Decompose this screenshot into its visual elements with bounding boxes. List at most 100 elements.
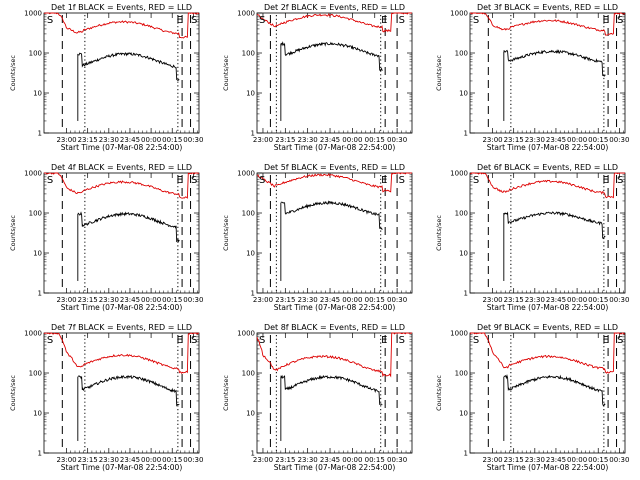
y-tick-label: 1 (464, 130, 468, 138)
x-axis-label: Start Time (07-Mar-08 22:54:00) (274, 463, 396, 472)
end-marker: E (381, 175, 387, 186)
x-tick-label: 23:00 (253, 456, 273, 464)
y-tick-label: 10 (459, 90, 468, 98)
y-tick-label: 10 (246, 250, 255, 258)
x-tick-label: 00:30 (387, 456, 407, 464)
events-series-line (280, 41, 383, 72)
x-tick-label: 00:00 (141, 136, 161, 144)
events-series-line (280, 374, 383, 406)
y-tick-label: 1 (251, 130, 255, 138)
x-tick-label: 23:15 (275, 456, 295, 464)
x-tick-label: 23:15 (275, 136, 295, 144)
lld-series-line (256, 12, 413, 33)
y-tick-label: 1 (251, 290, 255, 298)
end-marker: E (603, 335, 609, 346)
start-marker: S (399, 15, 405, 26)
lld-series-line (43, 12, 200, 39)
y-tick-label: 1000 (24, 330, 42, 338)
y-tick-label: 10 (246, 410, 255, 418)
x-tick-label: 00:30 (387, 136, 407, 144)
x-tick-label: 23:30 (298, 456, 318, 464)
x-tick-label: 00:15 (588, 456, 608, 464)
start-marker: S (473, 175, 479, 186)
start-marker: S (47, 15, 53, 26)
lld-series-line (43, 172, 200, 199)
events-series-line (503, 49, 606, 77)
lld-series-line (256, 172, 412, 193)
panel-title: Det 2f BLACK = Events, RED = LLD (264, 3, 405, 12)
x-tick-label: 00:15 (365, 296, 385, 304)
plot-frame (469, 332, 626, 454)
x-tick-label: 23:45 (120, 456, 140, 464)
end-marker: E (177, 15, 183, 26)
x-tick-label: 00:15 (588, 296, 608, 304)
x-tick-label: 23:30 (525, 136, 545, 144)
end-marker: E (603, 15, 609, 26)
x-tick-label: 23:15 (504, 136, 524, 144)
x-tick-label: 00:30 (609, 136, 629, 144)
y-tick-label: 1000 (237, 170, 255, 178)
end-marker: E (177, 175, 183, 186)
start-marker: S (191, 175, 197, 186)
y-tick-label: 10 (33, 250, 42, 258)
x-tick-label: 00:15 (365, 136, 385, 144)
x-axis-label: Start Time (07-Mar-08 22:54:00) (274, 303, 396, 312)
x-tick-label: 23:30 (298, 296, 318, 304)
panel-title: Det 5f BLACK = Events, RED = LLD (264, 163, 405, 172)
y-tick-label: 100 (455, 370, 468, 378)
x-tick-label: 23:00 (482, 136, 502, 144)
panel-det-7: Det 7f BLACK = Events, RED = LLD 1 10 100 10… (9, 323, 203, 472)
x-tick-label: 23:30 (525, 296, 545, 304)
x-tick-label: 23:15 (275, 296, 295, 304)
x-axis-label: Start Time (07-Mar-08 22:54:00) (487, 463, 609, 472)
y-tick-label: 1000 (237, 330, 255, 338)
x-tick-label: 00:30 (609, 456, 629, 464)
panel-det-9: Det 9f BLACK = Events, RED = LLD 1 10 100 10… (435, 323, 629, 472)
end-marker: E (381, 15, 387, 26)
events-series-line (503, 211, 606, 239)
y-axis-label: Counts/sec (222, 55, 230, 91)
x-tick-label: 00:00 (567, 296, 587, 304)
x-tick-label: 00:15 (162, 456, 182, 464)
lld-series-line (43, 332, 200, 375)
panel-title: Det 8f BLACK = Events, RED = LLD (264, 323, 405, 332)
y-tick-label: 100 (29, 50, 42, 58)
x-tick-label: 23:15 (78, 456, 98, 464)
x-axis-label: Start Time (07-Mar-08 22:54:00) (61, 303, 183, 312)
y-tick-label: 10 (246, 90, 255, 98)
end-marker: E (177, 335, 183, 346)
x-tick-label: 00:00 (342, 296, 362, 304)
events-series-line (280, 200, 383, 230)
y-tick-label: 100 (455, 210, 468, 218)
y-axis-label: Counts/sec (222, 215, 230, 251)
x-tick-label: 23:45 (120, 296, 140, 304)
start-marker: S (473, 15, 479, 26)
plot-frame (469, 172, 626, 294)
x-tick-label: 23:15 (78, 136, 98, 144)
y-axis-label: Counts/sec (435, 55, 443, 91)
x-tick-label: 23:00 (56, 296, 76, 304)
panel-det-3: Det 3f BLACK = Events, RED = LLD 1 10 100 10… (435, 3, 629, 152)
x-tick-label: 00:30 (609, 296, 629, 304)
start-marker: S (259, 15, 265, 26)
y-tick-label: 10 (33, 410, 42, 418)
x-tick-label: 00:15 (162, 136, 182, 144)
panel-title: Det 7f BLACK = Events, RED = LLD (51, 323, 192, 332)
x-tick-label: 00:00 (567, 456, 587, 464)
x-tick-label: 23:00 (253, 296, 273, 304)
start-marker: S (617, 15, 623, 26)
panel-det-2: Det 2f BLACK = Events, RED = LLD 1 10 100 10… (222, 3, 413, 152)
x-tick-label: 00:00 (342, 456, 362, 464)
lld-series-line (470, 12, 626, 36)
start-marker: S (47, 175, 53, 186)
end-marker: E (381, 335, 387, 346)
y-tick-label: 1 (464, 290, 468, 298)
y-tick-label: 100 (242, 50, 255, 58)
y-tick-label: 100 (242, 370, 255, 378)
events-series-line (503, 374, 606, 407)
y-tick-label: 10 (459, 250, 468, 258)
start-marker: S (473, 335, 479, 346)
y-tick-label: 1 (251, 450, 255, 458)
y-axis-label: Counts/sec (9, 375, 17, 411)
